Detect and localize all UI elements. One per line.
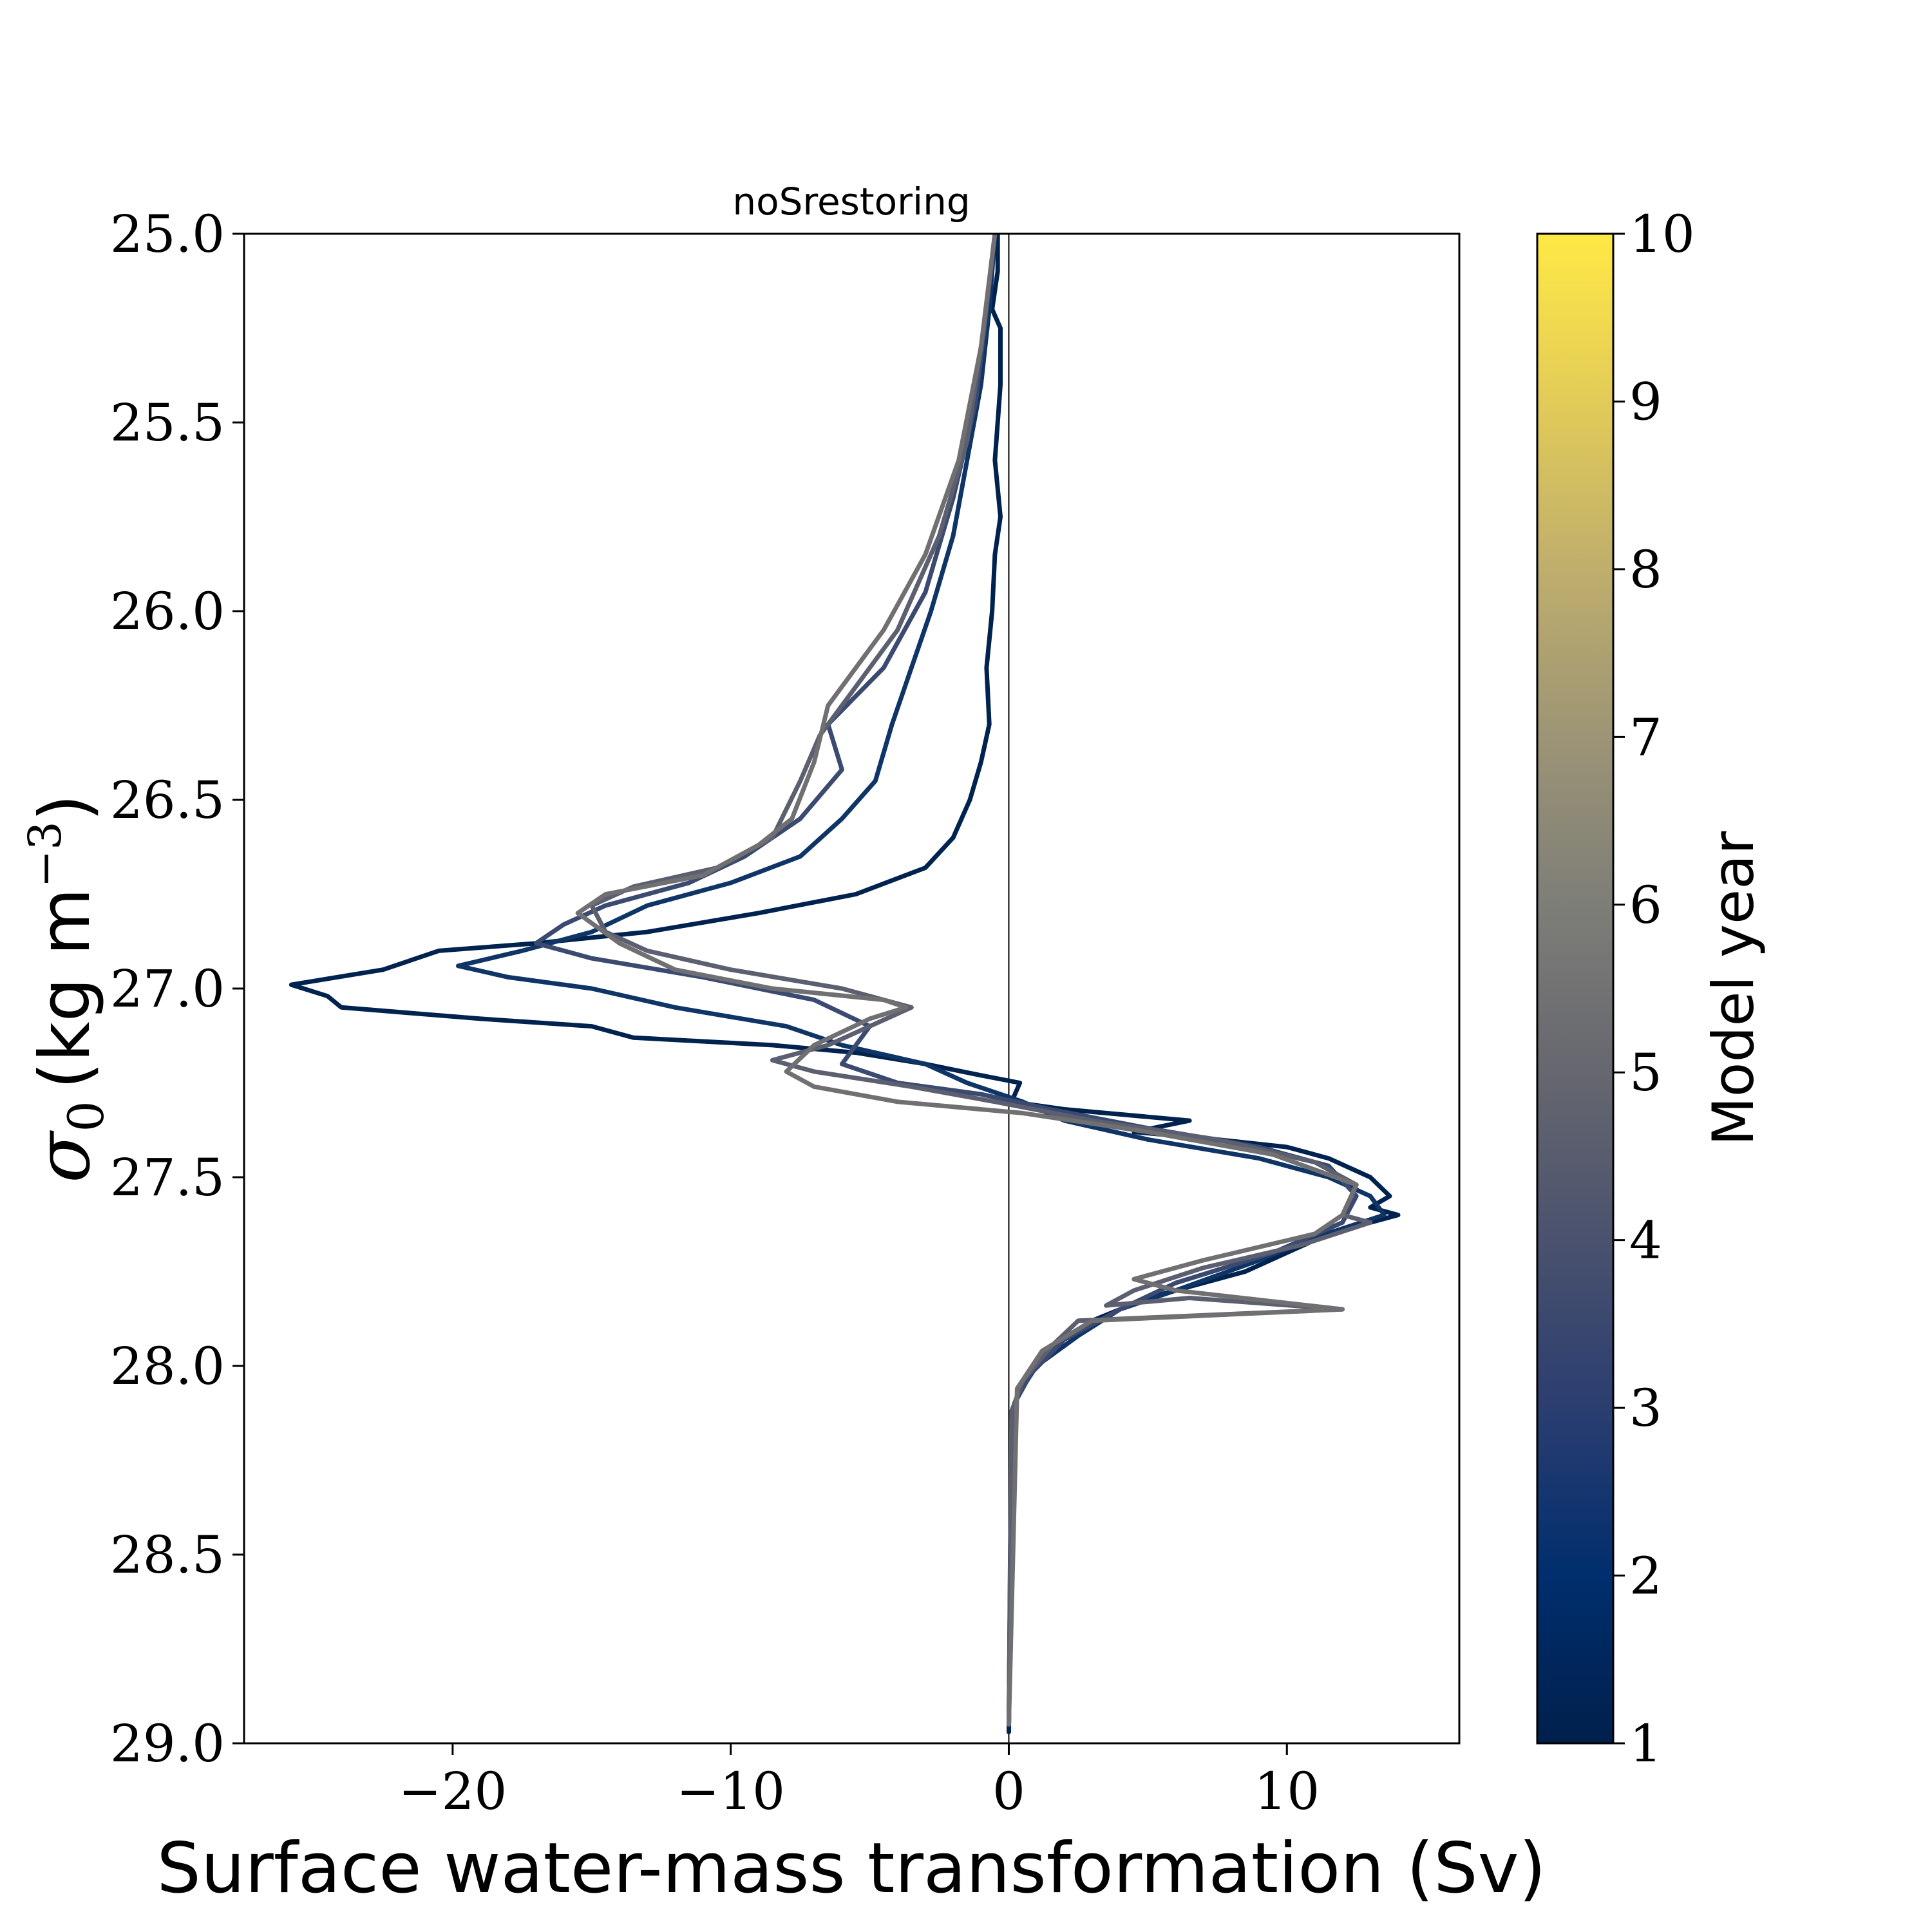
colorbar-gradient bbox=[1537, 234, 1613, 1743]
colorbar-tick-label: 2 bbox=[1629, 1546, 1662, 1606]
colorbar-tick-label: 5 bbox=[1629, 1043, 1662, 1103]
x-tick-label: 10 bbox=[1254, 1761, 1320, 1821]
y-axis-title-subscript: 0 bbox=[57, 1101, 115, 1132]
colorbar-tick-label: 6 bbox=[1629, 875, 1662, 935]
y-tick-label: 25.5 bbox=[110, 393, 225, 453]
series-line-year-5 bbox=[575, 234, 1359, 1727]
colorbar-label: Model year bbox=[1700, 831, 1766, 1146]
y-tick-label: 29.0 bbox=[110, 1714, 225, 1774]
svg-text:σ0(kg m−3): σ0 (kg m−3) bbox=[19, 794, 115, 1183]
colorbar-tick-label: 1 bbox=[1629, 1714, 1662, 1774]
y-tick-label: 27.5 bbox=[110, 1148, 225, 1208]
y-tick-label: 26.5 bbox=[110, 770, 225, 830]
x-axis: −20 −10 0 10 bbox=[398, 1743, 1320, 1821]
colorbar-tick-label: 8 bbox=[1629, 540, 1662, 600]
colorbar-tick-label: 10 bbox=[1629, 204, 1695, 264]
x-axis-title: Surface water-mass transformation (Sv) bbox=[156, 1828, 1546, 1909]
plot-frame bbox=[243, 232, 1461, 1745]
y-axis-title-exponent: −3 bbox=[19, 821, 71, 887]
y-tick-label: 28.0 bbox=[110, 1336, 225, 1396]
y-tick-label: 25.0 bbox=[110, 204, 225, 264]
y-axis-title: σ0 (kg m−3) bbox=[19, 794, 115, 1183]
colorbar: 1 2 3 4 5 6 7 8 9 10 Model year bbox=[1536, 204, 1766, 1774]
colorbar-tick-label: 9 bbox=[1629, 372, 1662, 431]
series-line-year-3 bbox=[533, 234, 1359, 1727]
chart-title: noSrestoring bbox=[732, 180, 970, 223]
series-layer bbox=[289, 234, 1401, 1734]
y-tick-label: 28.5 bbox=[110, 1525, 225, 1585]
y-axis-title-close: ) bbox=[25, 794, 106, 821]
x-tick-label: −20 bbox=[398, 1761, 507, 1821]
series-line-year-2 bbox=[456, 234, 1387, 1727]
y-tick-label: 26.0 bbox=[110, 582, 225, 641]
y-axis: 25.0 25.5 26.0 26.5 27.0 27.5 28.0 28.5 29.0 bbox=[110, 204, 244, 1774]
y-axis-title-symbol: σ bbox=[20, 1130, 107, 1183]
colorbar-ticks: 1 2 3 4 5 6 7 8 9 10 bbox=[1613, 204, 1695, 1774]
y-axis-title-units: (kg m bbox=[25, 888, 106, 1090]
y-tick-label: 27.0 bbox=[110, 959, 225, 1019]
colorbar-tick-label: 7 bbox=[1629, 707, 1662, 767]
x-tick-label: −10 bbox=[676, 1761, 785, 1821]
colorbar-frame bbox=[1536, 232, 1615, 1745]
colorbar-tick-label: 3 bbox=[1629, 1378, 1662, 1438]
x-tick-label: 0 bbox=[992, 1761, 1025, 1821]
colorbar-tick-label: 4 bbox=[1629, 1211, 1662, 1271]
series-line-year-1 bbox=[289, 234, 1401, 1734]
